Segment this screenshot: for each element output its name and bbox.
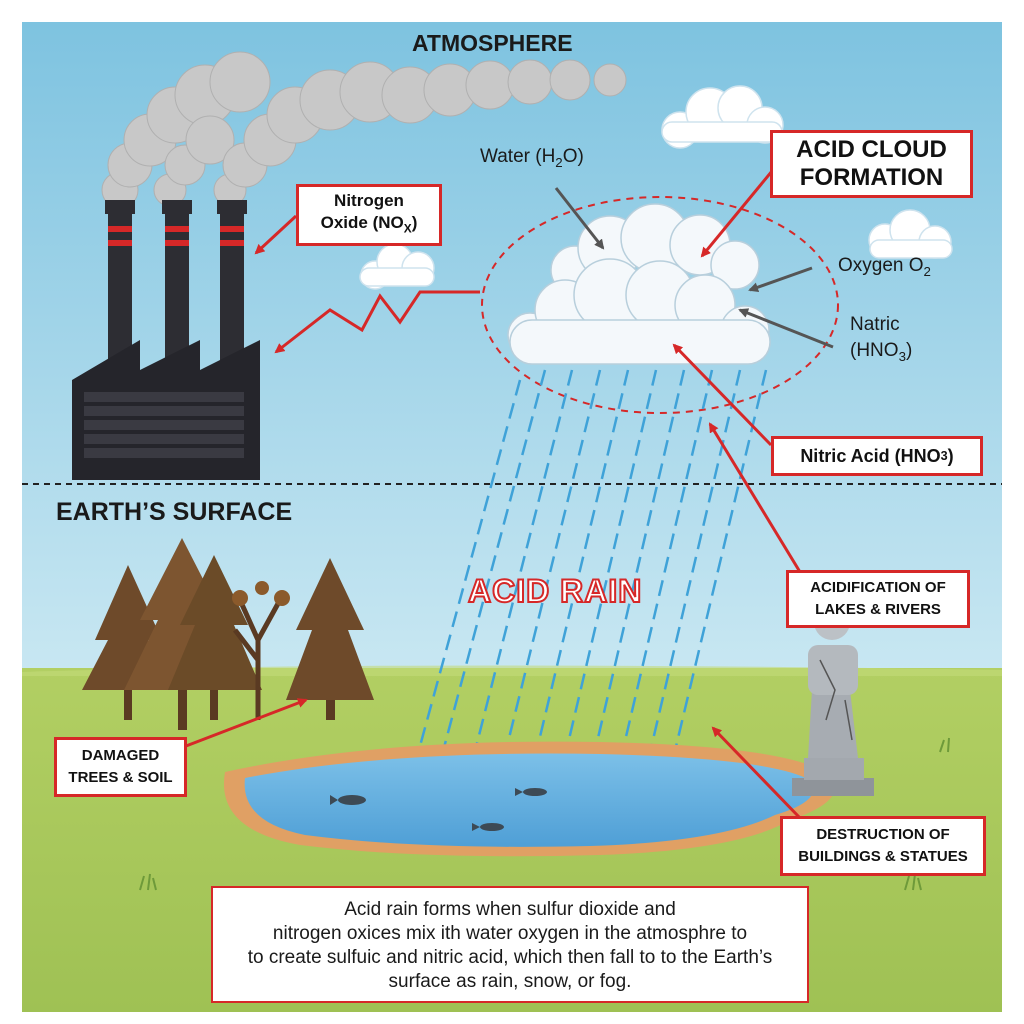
caption-text: Acid rain forms when sulfur dioxide and …	[247, 899, 773, 992]
cloud	[868, 209, 953, 259]
oxygen-label: Oxygen O2	[838, 255, 931, 279]
acid-rain-title: ACID RAIN	[467, 572, 643, 610]
natric-label: Natric (HNO3)	[850, 314, 913, 364]
acid-cloud	[507, 203, 771, 365]
atmosphere-title: ATMOSPHERE	[412, 30, 573, 56]
arrows	[185, 164, 834, 820]
cloud-formation-outline	[481, 196, 839, 414]
acid-cloud-formation-box: ACID CLOUD FORMATION	[770, 130, 973, 198]
lake	[223, 741, 835, 857]
damaged-trees-box: DAMAGED TREES & SOIL	[54, 737, 187, 797]
fish	[330, 788, 547, 831]
damaged-trees	[82, 538, 374, 730]
earth-surface-title: EARTH’S SURFACE	[56, 498, 293, 526]
smoke-plume	[101, 51, 627, 209]
acidification-box: ACIDIFICATION OF LAKES & RIVERS	[786, 570, 970, 628]
cloud	[359, 243, 435, 290]
water-label: Water (H2O)	[480, 146, 584, 170]
caption-box	[211, 886, 809, 1003]
nitric-acid-box: Nitric Acid (HNO 3)	[771, 436, 983, 476]
destruction-box: DESTRUCTION OF BUILDINGS & STATUES	[780, 816, 986, 876]
nitrogen-oxide-box: Nitrogen Oxide (NOX)	[296, 184, 442, 246]
factory	[72, 200, 260, 480]
